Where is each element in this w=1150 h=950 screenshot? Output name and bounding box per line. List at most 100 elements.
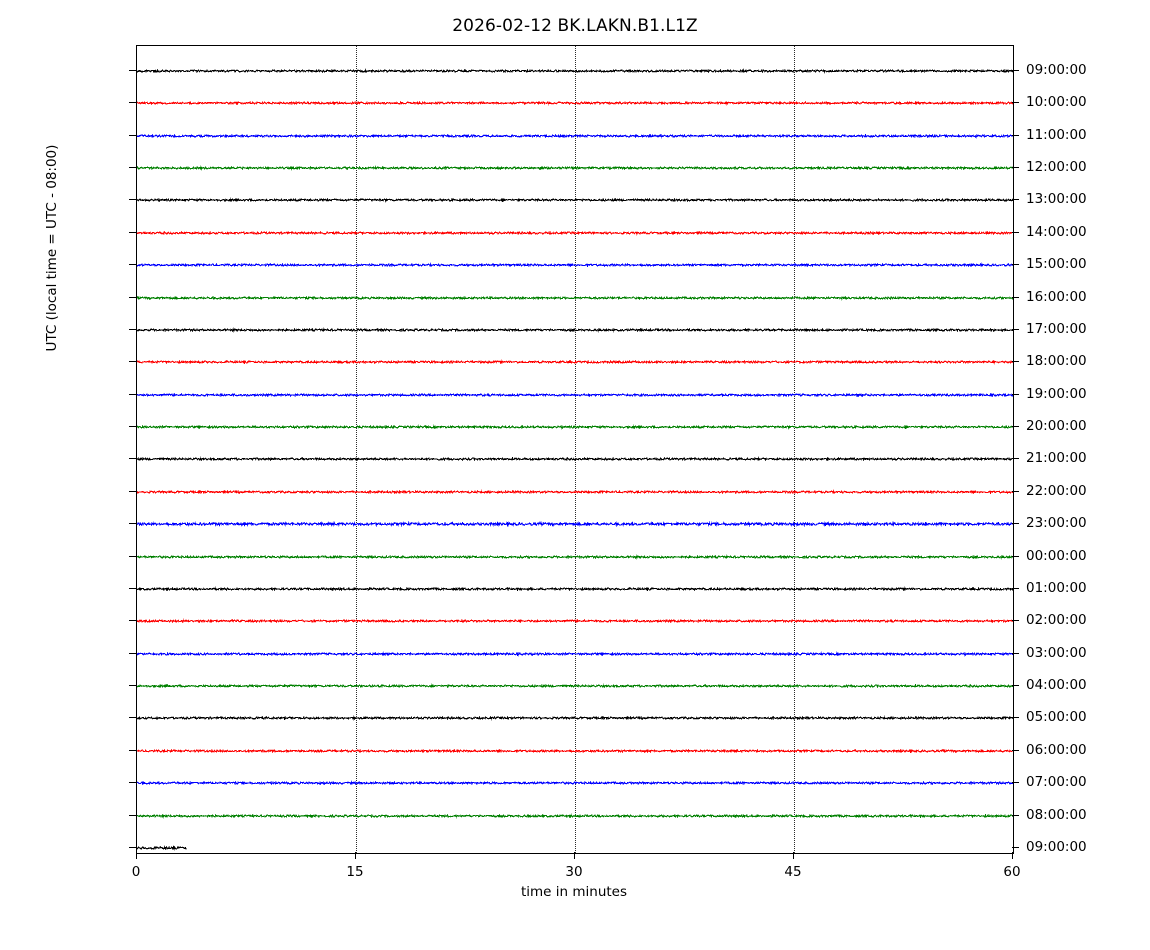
- y-tick-mark-left: [129, 620, 136, 622]
- seismic-trace: [137, 812, 1013, 819]
- seismic-trace: [137, 586, 1013, 592]
- y-tick-mark-left: [129, 717, 136, 719]
- x-tick-label: 0: [131, 864, 141, 880]
- seismic-trace: [137, 197, 1013, 203]
- y-tick-label-right: 09:00:00: [1026, 62, 1087, 78]
- y-tick-label-right: 01:00:00: [1026, 579, 1087, 596]
- y-tick-mark-left: [129, 134, 136, 136]
- y-tick-label-right: 08:00:00: [1026, 806, 1087, 823]
- x-tick-label: 15: [346, 864, 364, 880]
- y-tick-label-right: 16:00:00: [1026, 288, 1087, 305]
- y-tick-mark-left: [129, 458, 136, 460]
- y-tick-mark-right: [1012, 361, 1019, 363]
- y-tick-mark-right: [1012, 296, 1019, 298]
- grid-line: [575, 46, 576, 853]
- y-tick-mark-right: [1012, 231, 1019, 233]
- y-tick-label-right: 11:00:00: [1026, 126, 1087, 143]
- y-tick-mark-left: [129, 328, 136, 330]
- y-tick-label-right: 14:00:00: [1026, 223, 1087, 240]
- seismic-trace: [137, 359, 1013, 365]
- y-tick-mark-right: [1012, 134, 1019, 136]
- seismic-trace: [137, 262, 1013, 268]
- y-tick-mark-right: [1012, 199, 1019, 201]
- seismic-trace: [137, 165, 1013, 171]
- seismic-trace: [137, 424, 1013, 430]
- y-tick-mark-right: [1012, 652, 1019, 654]
- x-tick-mark: [1012, 852, 1013, 859]
- y-tick-label-right: 17:00:00: [1026, 320, 1087, 337]
- y-tick-label-right: 07:00:00: [1026, 774, 1087, 791]
- y-tick-mark-right: [1012, 782, 1019, 784]
- y-tick-label-right: 10:00:00: [1026, 94, 1087, 111]
- y-tick-mark-left: [129, 393, 136, 395]
- y-tick-label-right: 03:00:00: [1026, 644, 1087, 661]
- x-tick-mark: [355, 852, 356, 859]
- x-tick-mark: [574, 852, 575, 859]
- y-tick-label-right: 19:00:00: [1026, 385, 1087, 402]
- seismic-trace: [137, 456, 1013, 462]
- y-tick-label-right: 09:00:00: [1026, 838, 1087, 855]
- x-tick-label: 45: [784, 864, 802, 880]
- y-tick-mark-left: [129, 361, 136, 363]
- y-tick-mark-right: [1012, 620, 1019, 622]
- seismic-trace: [137, 748, 1013, 754]
- y-tick-mark-right: [1012, 749, 1019, 751]
- y-tick-mark-right: [1012, 167, 1019, 169]
- y-tick-label-right: 20:00:00: [1026, 418, 1087, 435]
- y-tick-label-right: 22:00:00: [1026, 482, 1087, 499]
- y-axis-label: UTC (local time = UTC - 08:00): [44, 144, 60, 352]
- y-tick-mark-left: [129, 782, 136, 784]
- y-tick-mark-left: [129, 846, 136, 848]
- y-tick-label-right: 12:00:00: [1026, 159, 1087, 176]
- y-tick-mark-left: [129, 587, 136, 589]
- y-tick-mark-right: [1012, 426, 1019, 428]
- seismic-trace: [137, 618, 1013, 624]
- grid-line: [356, 46, 357, 853]
- seismic-trace: [137, 780, 1013, 786]
- y-tick-mark-left: [129, 264, 136, 266]
- seismic-trace: [137, 295, 1013, 300]
- y-tick-label-right: 05:00:00: [1026, 709, 1087, 726]
- y-tick-mark-right: [1012, 587, 1019, 589]
- seismic-trace: [137, 133, 1013, 139]
- y-tick-label-right: 02:00:00: [1026, 612, 1087, 629]
- y-tick-mark-left: [129, 167, 136, 169]
- y-tick-mark-right: [1012, 490, 1019, 492]
- y-tick-mark-right: [1012, 102, 1019, 104]
- y-tick-mark-left: [129, 523, 136, 525]
- seismic-trace: [137, 68, 1013, 74]
- y-tick-mark-left: [129, 749, 136, 751]
- x-tick-label: 30: [565, 864, 583, 880]
- y-tick-mark-right: [1012, 328, 1019, 330]
- y-tick-label-right: 21:00:00: [1026, 450, 1087, 467]
- y-tick-mark-left: [129, 199, 136, 201]
- seismic-trace: [137, 327, 1013, 333]
- page-title: 2026-02-12 BK.LAKN.B1.L1Z: [452, 16, 698, 36]
- x-axis-label: time in minutes: [520, 884, 628, 900]
- y-tick-label-right: 00:00:00: [1026, 547, 1087, 564]
- y-tick-mark-right: [1012, 393, 1019, 395]
- y-tick-mark-left: [129, 490, 136, 492]
- y-tick-label-right: 23:00:00: [1026, 515, 1087, 532]
- y-tick-mark-right: [1012, 846, 1019, 848]
- x-tick-label: 60: [1003, 864, 1021, 880]
- y-tick-mark-right: [1012, 264, 1019, 266]
- y-tick-mark-right: [1012, 717, 1019, 719]
- seismic-trace: [137, 489, 1013, 495]
- y-tick-label-right: 04:00:00: [1026, 677, 1087, 694]
- y-tick-mark-left: [129, 426, 136, 428]
- y-tick-mark-left: [129, 555, 136, 557]
- y-tick-mark-right: [1012, 70, 1019, 71]
- y-tick-mark-left: [129, 685, 136, 687]
- plot-area: [136, 45, 1014, 854]
- y-tick-label-right: 13:00:00: [1026, 191, 1087, 208]
- y-tick-mark-left: [129, 652, 136, 654]
- y-tick-mark-right: [1012, 814, 1019, 816]
- y-tick-mark-right: [1012, 458, 1019, 460]
- y-tick-mark-left: [129, 231, 136, 233]
- seismic-trace: [137, 230, 1013, 236]
- seismic-trace: [137, 554, 1013, 560]
- x-tick-mark: [793, 852, 794, 859]
- seismic-trace: [137, 683, 1013, 689]
